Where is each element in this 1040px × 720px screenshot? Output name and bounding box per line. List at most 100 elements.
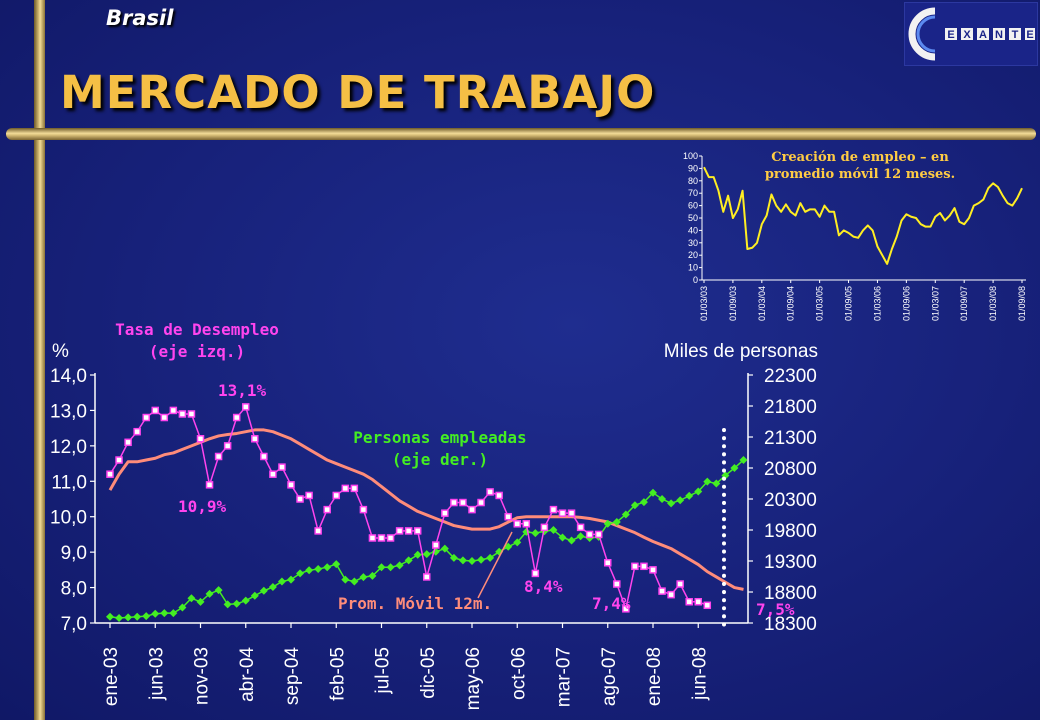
unemployment-point	[477, 498, 485, 507]
employed-point	[685, 491, 694, 500]
unemployment-point	[115, 456, 123, 464]
unemployment-point	[314, 527, 322, 535]
right-tick-label: 21300	[764, 428, 817, 449]
employed-point	[730, 464, 739, 472]
inset-x-tick-label: 01/09/03	[728, 286, 738, 321]
unemployment-point	[142, 413, 150, 422]
unemployment-point	[124, 438, 132, 447]
employed-point	[549, 526, 558, 534]
employed-point	[268, 583, 277, 592]
unemployment-point	[368, 534, 377, 542]
unemployment-point	[332, 491, 340, 500]
unemployment-point	[549, 505, 558, 514]
employed-point	[739, 455, 748, 464]
employed-point	[649, 488, 657, 497]
x-tick-label: ene-08	[644, 647, 665, 706]
unemployment-point	[169, 406, 178, 415]
peak-value-label: 13,1%	[218, 381, 267, 400]
x-tick-label: abr-04	[237, 647, 258, 702]
unemployment-point	[106, 470, 114, 478]
unemployment-point	[504, 512, 512, 521]
employed-point	[250, 591, 259, 600]
unemployment-point	[495, 491, 503, 500]
left-tick-label: 8,0	[61, 579, 87, 600]
employed-point	[323, 563, 332, 572]
left-tick-label: 7,0	[61, 614, 87, 635]
employed-point	[287, 575, 295, 584]
left-tick-label: 9,0	[61, 543, 87, 564]
low-value-label-3: 7,4%	[592, 594, 631, 613]
employed-point	[277, 577, 286, 586]
unemployment-point	[386, 534, 395, 542]
unemployment-point	[178, 410, 187, 418]
left-tick-label: 13,0	[50, 401, 87, 422]
unemployment-point	[214, 452, 223, 461]
employed-point	[422, 550, 431, 559]
employed-series-label: Personas empleadas (eje der.)	[353, 428, 526, 469]
unemployment-point	[187, 410, 196, 418]
unemployment-point	[432, 541, 440, 549]
left-tick-label: 11,0	[51, 472, 87, 493]
unemployment-point	[232, 413, 241, 422]
unemployment-point	[622, 605, 630, 613]
moving-average-line	[108, 428, 744, 591]
employed-point	[449, 553, 458, 562]
inset-title: Creación de empleo – en promedio móvil 12…	[765, 150, 955, 182]
employed-point	[359, 573, 368, 582]
svg-text:E: E	[1026, 29, 1033, 41]
last-value-label: 7,5%	[756, 600, 795, 619]
unemployment-point	[305, 491, 313, 500]
employed-point	[576, 532, 585, 541]
low-value-label-1: 10,9%	[178, 497, 227, 516]
x-tick-label: feb-05	[327, 647, 348, 701]
right-tick-label: 21800	[764, 397, 817, 418]
inset-y-tick-label: 40	[688, 225, 698, 235]
inset-x-tick-label: 01/03/03	[699, 286, 709, 321]
unemployment-point	[685, 597, 693, 606]
employed-point	[305, 566, 314, 575]
page-title: MERCADO DE TRABAJO	[60, 66, 656, 119]
unemployment-point	[468, 505, 476, 514]
unemployment-point	[260, 452, 268, 461]
employed-point	[160, 609, 169, 618]
unemployment-point	[604, 559, 612, 567]
gold-vertical-rule	[34, 0, 45, 720]
employed-point	[377, 563, 386, 572]
employed-point	[259, 586, 268, 595]
unemployment-point	[558, 509, 567, 517]
employed-point	[676, 496, 685, 505]
unemployment-point	[594, 530, 603, 539]
unemployment-point	[567, 509, 576, 517]
employed-point	[214, 586, 223, 595]
right-tick-label: 18800	[764, 583, 817, 604]
employed-point	[205, 589, 214, 598]
right-tick-label: 19300	[764, 552, 817, 573]
country-label: Brasil	[106, 6, 174, 30]
unemployment-point	[269, 470, 277, 478]
inset-x-tick-label: 01/03/06	[872, 286, 882, 321]
unemployment-point	[404, 527, 413, 535]
unemployment-point	[359, 505, 368, 514]
unemployment-point	[205, 481, 214, 489]
unemployment-point	[513, 520, 521, 528]
unemployment-point	[251, 435, 259, 443]
unemployment-point	[423, 573, 431, 581]
unemployment-series-label: Tasa de Desempleo (eje izq.)	[115, 320, 279, 361]
employed-point	[703, 477, 712, 486]
inset-job-creation-line	[703, 166, 1023, 265]
employed-point	[395, 561, 404, 570]
left-tick-label: 10,0	[50, 508, 87, 529]
employed-point	[232, 599, 241, 608]
x-tick-label: jun-03	[146, 647, 167, 701]
employed-point	[386, 563, 395, 572]
unemployment-point	[413, 527, 422, 535]
gold-horizontal-rule	[6, 128, 1036, 140]
right-tick-label: 20800	[764, 459, 817, 480]
unemployment-point	[631, 562, 639, 571]
inset-x-tick-label: 01/03/04	[757, 286, 767, 321]
employed-point	[124, 613, 133, 622]
moving-average-pointer	[477, 531, 513, 599]
